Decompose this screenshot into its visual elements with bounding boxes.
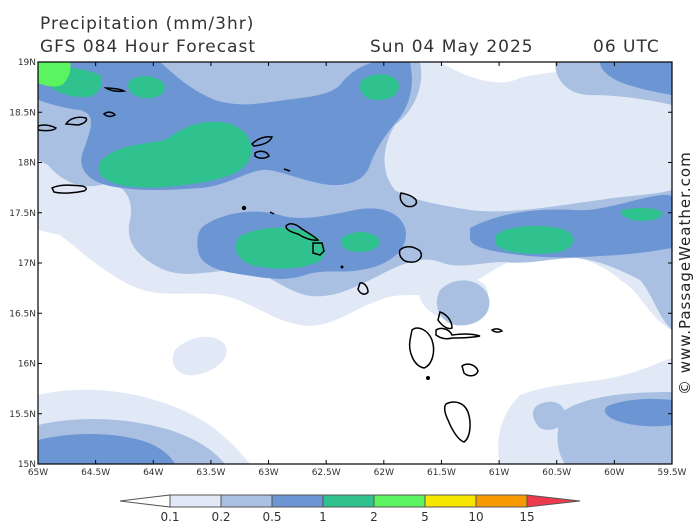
latitude-label: 17.5N — [9, 209, 36, 219]
longitude-label: 60.5W — [542, 468, 571, 478]
longitude-labels: 65W 64.5W 64W 63.5W 63W 62.5W 62W 61.5W 61W 60.5W… — [28, 468, 687, 478]
latitude-label: 19N — [18, 58, 36, 68]
latitude-label: 16.5N — [9, 309, 36, 319]
watermark: © www.PassageWeather.com — [676, 151, 694, 395]
longitude-label: 61.5W — [427, 468, 456, 478]
colorbar-segment-5 — [373, 494, 426, 508]
colorbar-segment-3 — [271, 494, 324, 508]
latitude-label: 18N — [18, 159, 36, 169]
longitude-label: 60W — [604, 468, 624, 478]
latitude-label: 15N — [18, 460, 36, 470]
colorbar-segment-2 — [220, 494, 273, 508]
colorbar — [119, 494, 581, 508]
longitude-label: 64W — [143, 468, 163, 478]
colorbar-segment-6 — [424, 494, 477, 508]
small-islands — [241, 205, 430, 380]
latitude-label: 17N — [18, 259, 36, 269]
colorbar-label-6: 10 — [468, 510, 484, 524]
colorbar-label-5: 5 — [421, 510, 429, 524]
latitude-label: 15.5N — [9, 410, 36, 420]
colorbar-segment-8 — [526, 494, 581, 508]
colorbar-label-2: 0.5 — [262, 510, 282, 524]
longitude-label: 64.5W — [81, 468, 110, 478]
colorbar-label-3: 1 — [319, 510, 327, 524]
precipitation-fields — [38, 62, 672, 464]
longitude-label: 63.5W — [196, 468, 225, 478]
colorbar-segment-1 — [169, 494, 222, 508]
colorbar-label-7: 15 — [519, 510, 535, 524]
longitude-label: 63W — [258, 468, 278, 478]
latitude-labels: 19N 18.5N 18N 17.5N 17N 16.5N 16N 15.5N 15N — [9, 58, 36, 470]
colorbar-segment-7 — [475, 494, 528, 508]
latitude-label: 18.5N — [9, 108, 36, 118]
forecast-subtitle: GFS 084 Hour Forecast — [40, 37, 256, 57]
longitude-label: 62.5W — [312, 468, 341, 478]
forecast-date: Sun 04 May 2025 — [370, 37, 534, 57]
longitude-label: 59.5W — [658, 468, 687, 478]
colorbar-label-4: 2 — [370, 510, 378, 524]
colorbar-label-1: 0.2 — [211, 510, 231, 524]
latitude-label: 16N — [18, 360, 36, 370]
longitude-label: 62W — [374, 468, 394, 478]
colorbar-segment-0 — [119, 494, 171, 508]
longitude-label: 65W — [28, 468, 48, 478]
longitude-label: 61W — [489, 468, 509, 478]
forecast-time: 06 UTC — [593, 37, 660, 57]
map-title: Precipitation (mm/3hr) — [40, 14, 255, 34]
coastlines — [38, 87, 504, 443]
colorbar-segment-4 — [322, 494, 375, 508]
colorbar-label-0: 0.1 — [160, 510, 180, 524]
axis-ticks — [37, 61, 673, 465]
